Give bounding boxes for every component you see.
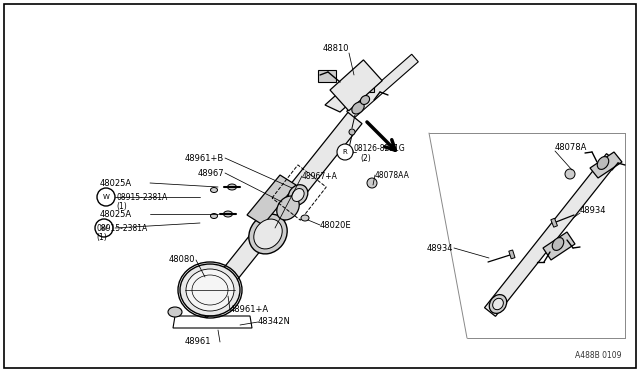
- Ellipse shape: [223, 211, 232, 217]
- Text: 48934: 48934: [580, 205, 607, 215]
- Circle shape: [367, 178, 377, 188]
- Text: 48080: 48080: [168, 256, 195, 264]
- Circle shape: [337, 144, 353, 160]
- Polygon shape: [325, 78, 370, 112]
- Polygon shape: [543, 232, 575, 260]
- Text: 48025A: 48025A: [100, 179, 132, 187]
- Text: R: R: [342, 149, 348, 155]
- Text: 48961: 48961: [185, 337, 211, 346]
- Text: 48934: 48934: [426, 244, 453, 253]
- Circle shape: [345, 148, 353, 156]
- Bar: [318, 70, 336, 82]
- Circle shape: [349, 129, 355, 135]
- Text: (1): (1): [96, 232, 107, 241]
- Text: 48020E: 48020E: [320, 221, 351, 230]
- Text: 48967+A: 48967+A: [302, 171, 338, 180]
- Ellipse shape: [597, 157, 609, 169]
- Bar: [330, 60, 382, 111]
- Polygon shape: [590, 152, 622, 178]
- Ellipse shape: [552, 238, 564, 250]
- Bar: [272, 165, 326, 220]
- Circle shape: [95, 219, 113, 237]
- Text: 48025A: 48025A: [100, 209, 132, 218]
- Circle shape: [97, 188, 115, 206]
- Ellipse shape: [490, 295, 507, 313]
- Text: (1): (1): [116, 202, 127, 211]
- Text: 48967: 48967: [197, 169, 224, 177]
- Text: 48961+A: 48961+A: [230, 305, 269, 314]
- Polygon shape: [347, 54, 419, 119]
- Text: 48078AA: 48078AA: [375, 170, 410, 180]
- Polygon shape: [247, 175, 296, 225]
- Ellipse shape: [211, 214, 218, 218]
- Ellipse shape: [288, 185, 308, 205]
- Text: 08915-2381A: 08915-2381A: [116, 192, 167, 202]
- Ellipse shape: [276, 196, 300, 220]
- Polygon shape: [484, 154, 618, 316]
- Ellipse shape: [211, 187, 218, 192]
- Ellipse shape: [227, 184, 237, 190]
- Ellipse shape: [249, 214, 287, 254]
- Text: 48078A: 48078A: [555, 142, 588, 151]
- Ellipse shape: [360, 96, 369, 105]
- Circle shape: [565, 169, 575, 179]
- Text: A488B 0109: A488B 0109: [575, 351, 622, 360]
- Text: W: W: [100, 225, 108, 231]
- Ellipse shape: [493, 298, 503, 310]
- Polygon shape: [551, 218, 557, 227]
- Text: W: W: [102, 194, 109, 200]
- Ellipse shape: [186, 269, 234, 311]
- Ellipse shape: [254, 219, 282, 249]
- Ellipse shape: [352, 102, 364, 114]
- Text: 48961+B: 48961+B: [185, 154, 224, 163]
- Ellipse shape: [292, 189, 304, 202]
- Ellipse shape: [180, 264, 240, 316]
- Ellipse shape: [168, 307, 182, 317]
- Polygon shape: [193, 112, 362, 318]
- Ellipse shape: [301, 215, 309, 221]
- Text: 48342N: 48342N: [258, 317, 291, 327]
- Text: (2): (2): [360, 154, 371, 163]
- Text: 08126-8251G: 08126-8251G: [354, 144, 406, 153]
- Bar: [358, 82, 374, 92]
- Text: 08915-2381A: 08915-2381A: [96, 224, 147, 232]
- Polygon shape: [509, 250, 515, 259]
- Text: 48810: 48810: [323, 44, 349, 52]
